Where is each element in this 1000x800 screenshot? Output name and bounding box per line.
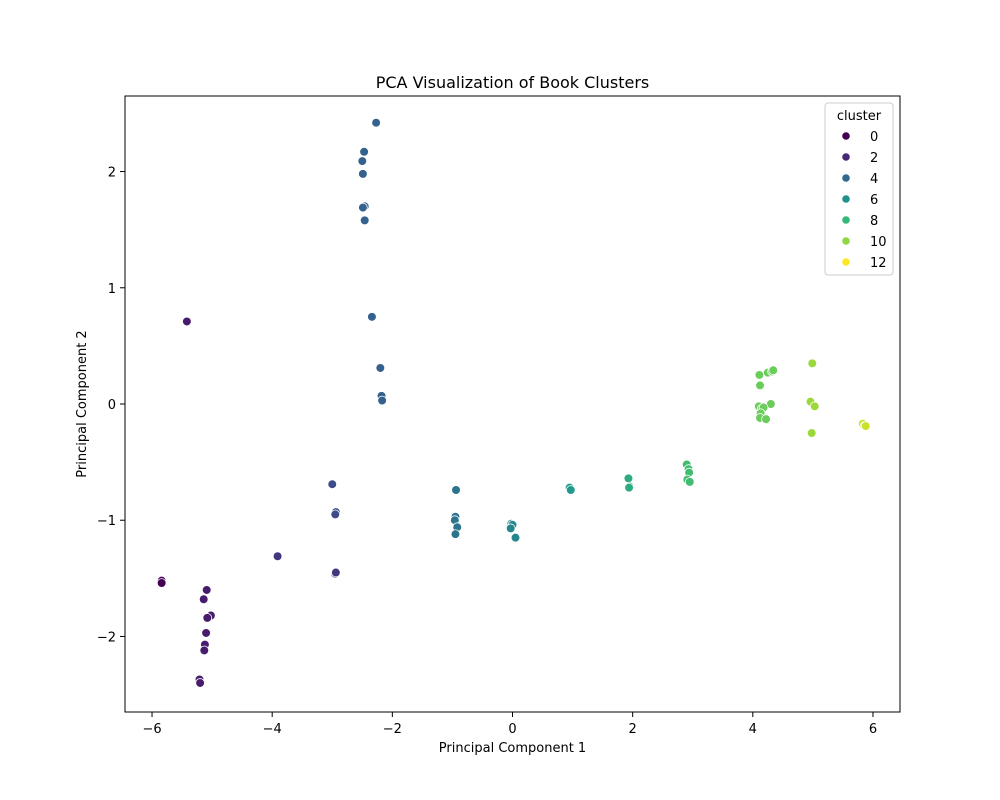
legend-marker bbox=[841, 215, 851, 225]
legend-label: 2 bbox=[870, 151, 878, 166]
data-point-1 bbox=[156, 578, 167, 588]
data-point-25 bbox=[367, 312, 377, 322]
x-tick-label: 6 bbox=[869, 722, 877, 737]
data-point-3 bbox=[201, 585, 212, 595]
x-tick-label: −4 bbox=[263, 722, 282, 737]
data-point-59 bbox=[761, 414, 771, 424]
y-tick-label: 2 bbox=[108, 166, 116, 181]
x-tick-label: 0 bbox=[508, 722, 516, 737]
data-point-42 bbox=[624, 482, 634, 493]
data-point-9 bbox=[199, 645, 210, 656]
y-tick-label: −1 bbox=[97, 514, 116, 529]
legend-label: 12 bbox=[870, 256, 887, 271]
x-tick-label: 4 bbox=[749, 722, 757, 737]
legend-entries: 0 2 4 6 8 10 12 bbox=[841, 130, 887, 271]
data-point-48 bbox=[754, 370, 765, 380]
data-point-24 bbox=[359, 215, 370, 226]
data-point-15 bbox=[327, 479, 338, 490]
y-tick-label: 0 bbox=[108, 398, 116, 413]
legend-marker bbox=[841, 131, 851, 141]
x-tick-label: −6 bbox=[142, 722, 161, 737]
legend-marker bbox=[841, 173, 851, 183]
data-point-14 bbox=[331, 567, 341, 578]
data-point-37 bbox=[510, 532, 521, 543]
data-point-39 bbox=[565, 485, 576, 495]
x-axis: −6 −4 −2 0 2 4 6 bbox=[142, 712, 877, 737]
legend-label: 8 bbox=[870, 214, 878, 229]
legend: cluster 0 2 4 6 8 10 12 bbox=[824, 102, 894, 276]
data-point-36 bbox=[505, 523, 516, 534]
data-point-47 bbox=[684, 477, 695, 487]
legend-marker bbox=[841, 236, 851, 246]
legend-label: 4 bbox=[870, 172, 878, 187]
legend-title: cluster bbox=[837, 109, 882, 124]
data-point-18 bbox=[371, 117, 381, 128]
data-point-20 bbox=[357, 156, 368, 166]
legend-marker bbox=[841, 194, 851, 204]
data-point-28 bbox=[377, 395, 387, 406]
data-point-21 bbox=[358, 169, 368, 179]
y-axis: −2 −1 0 1 2 bbox=[97, 166, 125, 645]
data-point-40 bbox=[623, 473, 634, 484]
data-point-6 bbox=[202, 613, 213, 623]
data-point-23 bbox=[358, 202, 368, 213]
data-point-17 bbox=[330, 509, 341, 520]
legend-label: 6 bbox=[870, 193, 878, 208]
y-tick-label: −2 bbox=[97, 630, 116, 645]
data-point-51 bbox=[768, 365, 779, 376]
x-tick-label: 2 bbox=[629, 722, 637, 737]
data-point-29 bbox=[451, 485, 461, 495]
data-point-4 bbox=[198, 594, 209, 605]
chart-title: PCA Visualization of Book Clusters bbox=[376, 73, 650, 92]
legend-label: 0 bbox=[870, 130, 878, 145]
legend-box bbox=[824, 102, 894, 276]
data-point-12 bbox=[272, 551, 283, 562]
data-point-2 bbox=[182, 316, 192, 327]
data-point-26 bbox=[375, 363, 386, 373]
data-point-19 bbox=[359, 146, 369, 157]
data-point-33 bbox=[450, 529, 461, 539]
points-layer bbox=[156, 117, 871, 688]
data-point-66 bbox=[860, 421, 871, 431]
y-tick-label: 1 bbox=[108, 282, 116, 297]
x-tick-label: −2 bbox=[383, 722, 402, 737]
data-point-63 bbox=[806, 428, 817, 438]
legend-marker bbox=[841, 152, 851, 162]
data-point-11 bbox=[195, 678, 205, 688]
x-axis-label: Principal Component 1 bbox=[439, 741, 586, 756]
legend-marker bbox=[841, 257, 851, 267]
data-point-52 bbox=[755, 380, 765, 391]
data-point-60 bbox=[807, 358, 818, 369]
data-point-62 bbox=[809, 401, 820, 412]
data-point-7 bbox=[201, 628, 211, 638]
y-axis-label: Principal Component 2 bbox=[75, 330, 90, 477]
legend-label: 10 bbox=[870, 235, 887, 250]
